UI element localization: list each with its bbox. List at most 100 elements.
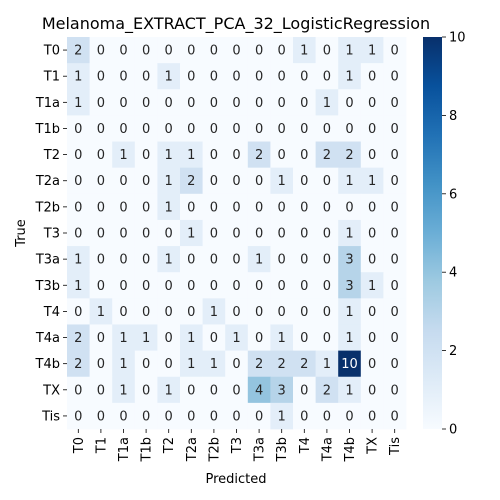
x-tick-label: T4 [298,437,313,454]
heatmap-cell [270,350,294,378]
heatmap-cell [67,350,90,378]
cell-value-label: 0 [232,305,240,320]
heatmap-cell [202,219,226,247]
heatmap-cell [383,193,407,221]
cell-value-label: 0 [232,174,240,189]
heatmap-cell [383,115,407,142]
cell-value-label: 2 [74,44,82,59]
y-tick-label: T4b [35,357,60,372]
cell-value-label: 0 [278,122,286,137]
heatmap-cell [112,115,136,142]
y-tick-label: T3b [35,279,60,294]
cell-value-label: 0 [97,357,105,372]
x-tick-label: Tis [388,437,403,456]
cell-value-label: 1 [210,305,218,320]
heatmap-cell [383,37,407,64]
cell-value-label: 0 [323,122,331,137]
heatmap-cell [67,272,90,299]
heatmap-cell [338,350,362,378]
cell-value-label: 0 [165,227,173,242]
cell-value-label: 0 [278,253,286,268]
heatmap-cell [338,324,362,351]
cell-value-label: 0 [119,96,127,111]
heatmap-cell [225,376,249,404]
cell-value-label: 0 [368,227,376,242]
heatmap-cell [270,89,294,116]
cell-value-label: 0 [119,305,127,320]
x-tick-label: T2 [162,437,177,454]
heatmap-cell [180,272,203,299]
heatmap-cell [338,219,362,247]
heatmap-cell [270,402,294,430]
heatmap-cell [89,37,113,64]
cell-value-label: 0 [142,96,150,111]
y-tick-label: T1 [43,70,60,85]
cell-value-label: 1 [300,44,308,59]
cell-value-label: 1 [119,331,127,346]
cell-value-label: 2 [74,331,82,346]
heatmap-cell [293,37,316,64]
heatmap-cell [89,272,113,299]
heatmap-cell [157,376,181,404]
cell-value-label: 0 [232,70,240,85]
heatmap-cell [180,402,203,430]
y-axis-ticks: T0 T1 T1a T1b T2 T2a T2b T3 T3a T3b T4 T4a T4b TX Tis [35,44,67,424]
cell-value-label: 0 [255,174,263,189]
cell-value-label: 0 [300,383,308,398]
heatmap-cell [180,376,203,404]
cell-value-label: 0 [97,200,105,215]
heatmap-cell [270,324,294,351]
heatmap-cell [89,167,113,195]
colorbar-tick-label: 2 [449,344,457,359]
heatmap-cell [67,376,90,404]
cell-value-label: 1 [255,253,263,268]
heatmap-cell [67,324,90,351]
x-tick-label: T3a [253,437,268,462]
heatmap-cell [315,219,339,247]
cell-value-label: 0 [187,305,195,320]
heatmap-cell [202,193,226,221]
heatmap-cell [338,141,362,169]
heatmap-cell [202,246,226,273]
heatmap-cell [180,37,203,64]
heatmap-cell [338,272,362,299]
cell-value-label: 0 [368,122,376,137]
cell-value-label: 0 [210,409,218,424]
cell-value-label: 0 [323,253,331,268]
cell-value-label: 1 [232,331,240,346]
heatmap-cell [89,89,113,116]
cell-value-label: 0 [97,409,105,424]
cell-value-label: 1 [278,409,286,424]
heatmap-cell [134,246,158,273]
cell-value-label: 0 [97,383,105,398]
cell-value-label: 0 [255,331,263,346]
cell-value-label: 0 [232,44,240,59]
colorbar-tick-label: 6 [449,187,457,202]
heatmap-cell [157,402,181,430]
cell-value-label: 0 [142,148,150,163]
heatmap-cell [360,272,384,299]
heatmap-cell [315,324,339,351]
x-tick-label: T0 [72,437,87,454]
x-tick-label: T1a [117,437,132,462]
heatmap-cell [67,141,90,169]
cell-value-label: 3 [278,383,286,398]
cell-value-label: 1 [165,174,173,189]
heatmap-cell [383,324,407,351]
x-tick-label: T3b [275,437,290,462]
cell-value-label: 0 [165,331,173,346]
heatmap-cell [293,219,316,247]
y-tick-label: T4a [35,331,60,346]
cell-value-label: 0 [368,148,376,163]
cell-value-label: 0 [119,409,127,424]
cell-value-label: 0 [300,122,308,137]
cell-value-label: 1 [278,331,286,346]
heatmap-cell [67,219,90,247]
heatmap-cell [89,350,113,378]
cell-value-label: 0 [255,409,263,424]
heatmap-cell [89,193,113,221]
cell-value-label: 0 [210,174,218,189]
heatmap-cell [202,272,226,299]
heatmap-cell [180,141,203,169]
cell-value-label: 2 [300,357,308,372]
